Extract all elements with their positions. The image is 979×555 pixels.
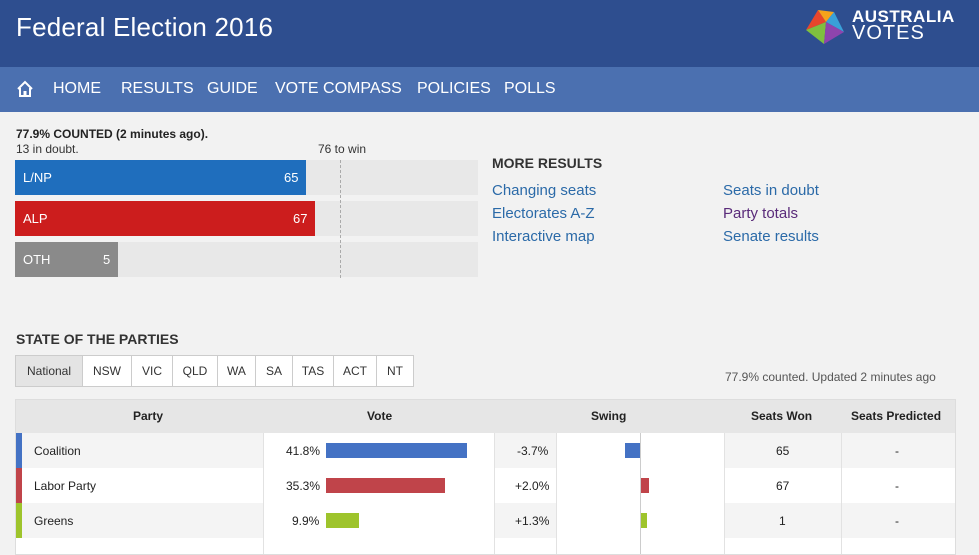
seats-predicted: - — [895, 514, 899, 528]
col-seats-predicted[interactable]: Seats Predicted — [851, 409, 942, 423]
page-title: Federal Election 2016 — [16, 12, 274, 42]
vote-percent: 35.3% — [286, 479, 321, 493]
region-tabs: National NSW VIC QLD WA SA TAS ACT NT — [15, 355, 414, 387]
col-swing[interactable]: Swing — [591, 409, 627, 423]
table-row[interactable]: Greens 9.9% +1.3% 1 - — [16, 503, 955, 538]
nav-guide[interactable]: GUIDE — [207, 80, 258, 97]
col-party[interactable]: Party — [133, 409, 164, 423]
swing-percent: -3.7% — [517, 444, 549, 458]
counted-status: 77.9% COUNTED (2 minutes ago). — [16, 127, 209, 141]
tab-nsw[interactable]: NSW — [83, 355, 132, 387]
seats-predicted: - — [895, 444, 899, 458]
nav-policies[interactable]: POLICIES — [417, 80, 491, 97]
seat-bar-fill — [15, 160, 306, 195]
main-nav: HOME RESULTS GUIDE VOTE COMPASS POLICIES… — [0, 67, 979, 112]
updated-text: 77.9% counted. Updated 2 minutes ago — [725, 370, 936, 384]
table-row[interactable]: Coalition 41.8% -3.7% 65 - — [16, 433, 955, 468]
majority-line — [340, 160, 341, 278]
to-win-text: 76 to win — [318, 142, 367, 156]
link-party-totals[interactable]: Party totals — [723, 205, 799, 222]
seat-bar-value: 5 — [103, 252, 111, 267]
nav-home[interactable]: HOME — [53, 80, 101, 97]
table-row[interactable]: Labor Party 35.3% +2.0% 67 - — [16, 468, 955, 503]
swing-percent: +2.0% — [515, 479, 550, 493]
logo-text-australia: AUSTRALIA — [852, 7, 955, 26]
seat-bar-value: 67 — [293, 211, 308, 226]
seat-bar-fill — [15, 201, 315, 236]
swing-axis — [640, 433, 641, 554]
tab-national[interactable]: National — [15, 355, 83, 387]
seat-bar-alp[interactable]: ALP 67 — [15, 201, 478, 236]
tab-act[interactable]: ACT — [334, 355, 377, 387]
nav-results[interactable]: RESULTS — [121, 80, 194, 97]
table-header: Party Vote Swing Seats Won Seats Predict… — [16, 400, 955, 433]
vote-bar — [326, 478, 445, 493]
seats-won: 67 — [776, 479, 790, 493]
logo-text-votes: VOTES — [852, 22, 925, 44]
col-seats-won[interactable]: Seats Won — [751, 409, 813, 423]
tab-tas[interactable]: TAS — [293, 355, 334, 387]
swing-percent: +1.3% — [515, 514, 550, 528]
tab-qld[interactable]: QLD — [173, 355, 218, 387]
seat-bar-oth[interactable]: OTH 5 — [15, 242, 478, 277]
seat-bar-label: OTH — [23, 252, 51, 267]
more-results-title: MORE RESULTS — [492, 155, 603, 171]
vote-bar — [326, 443, 467, 458]
nav-polls[interactable]: POLLS — [504, 80, 556, 97]
link-senate-results[interactable]: Senate results — [723, 228, 819, 245]
nav-vote-compass[interactable]: VOTE COMPASS — [275, 80, 402, 97]
in-doubt-text: 13 in doubt. — [16, 142, 79, 156]
link-interactive-map[interactable]: Interactive map — [492, 228, 595, 245]
seat-bar-lnp[interactable]: L/NP 65 — [15, 160, 478, 195]
link-electorates-az[interactable]: Electorates A-Z — [492, 205, 595, 222]
party-name: Coalition — [34, 444, 81, 458]
seat-bar-label: L/NP — [23, 170, 52, 185]
seats-won: 1 — [779, 514, 786, 528]
party-color-stripe — [16, 468, 22, 503]
vote-percent: 41.8% — [286, 444, 321, 458]
link-changing-seats[interactable]: Changing seats — [492, 182, 597, 199]
party-results-table: Party Vote Swing Seats Won Seats Predict… — [15, 399, 956, 555]
seat-bar-value: 65 — [284, 170, 299, 185]
swing-bar — [641, 478, 649, 493]
party-name: Labor Party — [34, 479, 97, 493]
vote-percent: 9.9% — [292, 514, 320, 528]
home-icon[interactable] — [16, 80, 34, 98]
party-color-stripe — [16, 503, 22, 538]
logo-mark-icon — [806, 10, 844, 44]
australia-votes-logo[interactable]: AUSTRALIA VOTES — [804, 6, 974, 50]
party-color-stripe — [16, 433, 22, 468]
col-vote[interactable]: Vote — [367, 409, 393, 423]
tab-sa[interactable]: SA — [256, 355, 293, 387]
swing-bar — [625, 443, 640, 458]
seats-won: 65 — [776, 444, 790, 458]
party-name: Greens — [34, 514, 74, 528]
tab-wa[interactable]: WA — [218, 355, 256, 387]
tab-vic[interactable]: VIC — [132, 355, 173, 387]
seats-predicted: - — [895, 479, 899, 493]
link-seats-in-doubt[interactable]: Seats in doubt — [723, 182, 819, 199]
site-header: Federal Election 2016 AUSTRALIA VOTES — [0, 0, 979, 67]
seat-bar-label: ALP — [23, 211, 48, 226]
tab-nt[interactable]: NT — [377, 355, 414, 387]
swing-bar — [641, 513, 647, 528]
seat-bar-fill — [15, 242, 118, 277]
vote-bar — [326, 513, 359, 528]
state-of-parties-title: STATE OF THE PARTIES — [16, 331, 179, 347]
